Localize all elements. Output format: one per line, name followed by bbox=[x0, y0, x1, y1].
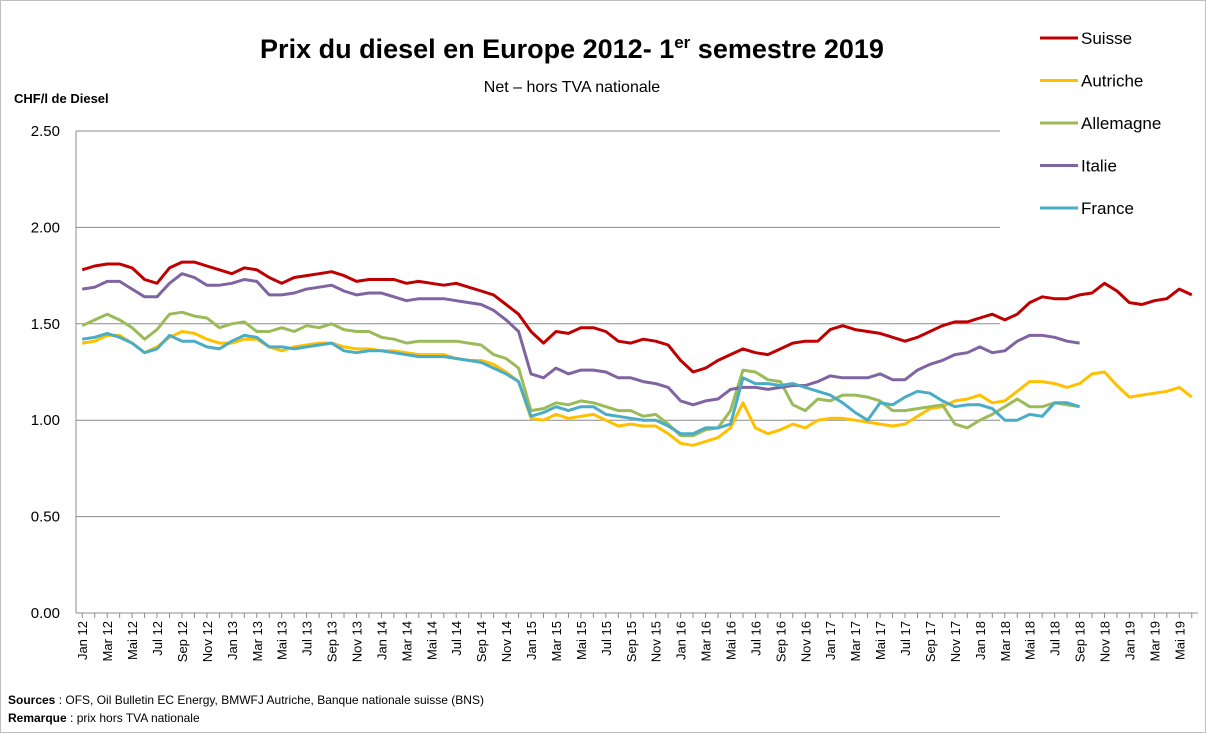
x-tick-label: Mar 15 bbox=[549, 621, 564, 661]
x-tick-label: Mai 14 bbox=[424, 621, 439, 660]
x-tick-label: Nov 13 bbox=[350, 621, 365, 662]
x-tick-label: Jul 12 bbox=[150, 621, 165, 656]
title-part: semestre 2019 bbox=[690, 34, 884, 64]
x-tick-label: Jul 14 bbox=[449, 621, 464, 656]
x-tick-label: Mai 18 bbox=[1023, 621, 1038, 660]
sources-text: : OFS, Oil Bulletin EC Energy, BMWFJ Aut… bbox=[55, 693, 484, 707]
x-tick-label: Mar 14 bbox=[399, 621, 414, 661]
x-tick-label: Sep 13 bbox=[325, 621, 340, 662]
x-tick-label: Mar 12 bbox=[100, 621, 115, 661]
x-tick-label: Sep 16 bbox=[773, 621, 788, 662]
x-tick-label: Mai 19 bbox=[1172, 621, 1187, 660]
series-line bbox=[81, 272, 1080, 407]
x-tick-label: Jan 15 bbox=[524, 621, 539, 660]
x-tick-label: Jan 14 bbox=[374, 621, 389, 660]
x-tick-label: Jul 15 bbox=[599, 621, 614, 656]
y-tick-label: 2.50 bbox=[31, 123, 60, 140]
x-tick-label: Sep 12 bbox=[175, 621, 190, 662]
x-tick-label: Mai 17 bbox=[873, 621, 888, 660]
x-tick-label: Sep 14 bbox=[474, 621, 489, 662]
x-tick-label: Nov 12 bbox=[200, 621, 215, 662]
title-superscript: er bbox=[674, 33, 690, 52]
x-tick-label: Nov 16 bbox=[798, 621, 813, 662]
remark-note: Remarque : prix hors TVA nationale bbox=[8, 711, 200, 725]
x-tick-label: Jan 16 bbox=[674, 621, 689, 660]
sources-note: Sources : OFS, Oil Bulletin EC Energy, B… bbox=[8, 693, 484, 707]
x-tick-label: Mar 18 bbox=[998, 621, 1013, 661]
x-tick-label: Jul 18 bbox=[1048, 621, 1063, 656]
remark-text: : prix hors TVA nationale bbox=[67, 711, 200, 725]
x-tick-label: Mar 13 bbox=[250, 621, 265, 661]
legend-label: Autriche bbox=[1081, 72, 1143, 91]
x-tick-label: Jul 16 bbox=[748, 621, 763, 656]
x-tick-label: Jan 12 bbox=[75, 621, 90, 660]
legend-label: Italie bbox=[1081, 157, 1117, 176]
y-tick-label: 0.50 bbox=[31, 509, 60, 526]
x-tick-label: Jul 17 bbox=[898, 621, 913, 656]
x-tick-label: Mai 12 bbox=[125, 621, 140, 660]
y-tick-label: 1.00 bbox=[31, 412, 60, 429]
x-tick-label: Jul 13 bbox=[300, 621, 315, 656]
x-tick-label: Sep 15 bbox=[624, 621, 639, 662]
x-tick-label: Jan 18 bbox=[973, 621, 988, 660]
x-tick-label: Mar 17 bbox=[848, 621, 863, 661]
y-tick-label: 1.50 bbox=[31, 316, 60, 333]
x-tick-label: Sep 18 bbox=[1073, 621, 1088, 662]
y-tick-label: 0.00 bbox=[31, 605, 60, 622]
chart-subtitle: Net – hors TVA nationale bbox=[484, 79, 661, 96]
legend-label: France bbox=[1081, 199, 1134, 218]
y-axis-label: CHF/l de Diesel bbox=[14, 91, 109, 106]
x-tick-label: Mai 15 bbox=[574, 621, 589, 660]
x-tick-label: Mar 19 bbox=[1147, 621, 1162, 661]
x-tick-label: Nov 17 bbox=[948, 621, 963, 662]
x-tick-label: Mar 16 bbox=[699, 621, 714, 661]
title-part: Prix du diesel en Europe 2012- 1 bbox=[260, 34, 674, 64]
x-tick-label: Mai 16 bbox=[724, 621, 739, 660]
series-line bbox=[81, 260, 1193, 374]
x-tick-label: Nov 15 bbox=[649, 621, 664, 662]
x-tick-label: Jan 17 bbox=[823, 621, 838, 660]
legend-label: Suisse bbox=[1081, 29, 1132, 48]
chart-title: Prix du diesel en Europe 2012- 1er semes… bbox=[260, 33, 884, 64]
x-tick-label: Jan 19 bbox=[1122, 621, 1137, 660]
series-line bbox=[81, 331, 1081, 436]
y-tick-label: 2.00 bbox=[31, 219, 60, 236]
x-tick-label: Sep 17 bbox=[923, 621, 938, 662]
x-tick-label: Mai 13 bbox=[275, 621, 290, 660]
x-tick-label: Nov 18 bbox=[1098, 621, 1113, 662]
x-tick-label: Nov 14 bbox=[499, 621, 514, 662]
series-line bbox=[81, 310, 1080, 438]
remark-label: Remarque bbox=[8, 711, 67, 725]
legend-label: Allemagne bbox=[1081, 114, 1161, 133]
sources-label: Sources bbox=[8, 693, 56, 707]
x-tick-label: Jan 13 bbox=[225, 621, 240, 660]
